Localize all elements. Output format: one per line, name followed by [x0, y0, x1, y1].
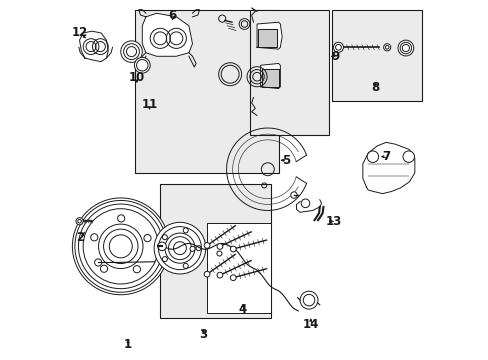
Circle shape — [397, 40, 413, 56]
Circle shape — [103, 229, 138, 264]
Circle shape — [366, 151, 378, 162]
Circle shape — [162, 257, 167, 262]
Text: 4: 4 — [238, 303, 246, 316]
Circle shape — [300, 291, 317, 309]
Text: 1: 1 — [123, 338, 132, 351]
Circle shape — [133, 266, 140, 273]
Circle shape — [91, 234, 98, 241]
Text: 8: 8 — [370, 81, 379, 94]
Circle shape — [217, 251, 222, 256]
Polygon shape — [142, 13, 192, 56]
Circle shape — [76, 218, 83, 225]
Circle shape — [117, 215, 124, 222]
Circle shape — [383, 44, 390, 51]
Circle shape — [72, 198, 169, 295]
Bar — [160, 184, 271, 318]
Circle shape — [196, 246, 201, 251]
Circle shape — [158, 242, 166, 251]
Text: 7: 7 — [381, 150, 389, 163]
Circle shape — [204, 271, 209, 277]
Polygon shape — [362, 142, 414, 194]
Circle shape — [301, 199, 309, 208]
Polygon shape — [80, 31, 108, 62]
Text: 3: 3 — [199, 328, 207, 341]
Circle shape — [134, 57, 150, 73]
Circle shape — [183, 264, 188, 269]
Text: 2: 2 — [76, 231, 84, 244]
Polygon shape — [261, 69, 278, 87]
Polygon shape — [258, 30, 277, 47]
Circle shape — [217, 272, 223, 278]
Text: 5: 5 — [281, 154, 289, 167]
Text: 12: 12 — [72, 27, 88, 40]
Circle shape — [183, 228, 188, 233]
Circle shape — [190, 246, 195, 251]
Circle shape — [83, 209, 158, 284]
Circle shape — [162, 235, 167, 240]
Text: 6: 6 — [168, 9, 177, 22]
Circle shape — [154, 222, 205, 274]
Polygon shape — [260, 63, 280, 89]
Circle shape — [94, 259, 102, 266]
Circle shape — [290, 192, 297, 198]
Polygon shape — [257, 22, 282, 49]
Circle shape — [204, 243, 209, 248]
Bar — [332, 10, 421, 101]
Bar — [135, 10, 278, 173]
Circle shape — [230, 246, 236, 252]
Circle shape — [121, 41, 142, 62]
Text: 10: 10 — [128, 71, 145, 84]
Text: 14: 14 — [302, 318, 318, 331]
Circle shape — [217, 244, 223, 249]
Circle shape — [164, 233, 195, 263]
Circle shape — [333, 42, 343, 52]
Bar — [249, 10, 328, 135]
Bar — [206, 223, 271, 313]
Circle shape — [230, 275, 236, 280]
Circle shape — [143, 234, 151, 242]
Circle shape — [402, 151, 414, 162]
Text: 9: 9 — [331, 50, 339, 63]
Text: 13: 13 — [325, 215, 342, 228]
Circle shape — [100, 265, 107, 272]
Text: 11: 11 — [141, 98, 157, 111]
